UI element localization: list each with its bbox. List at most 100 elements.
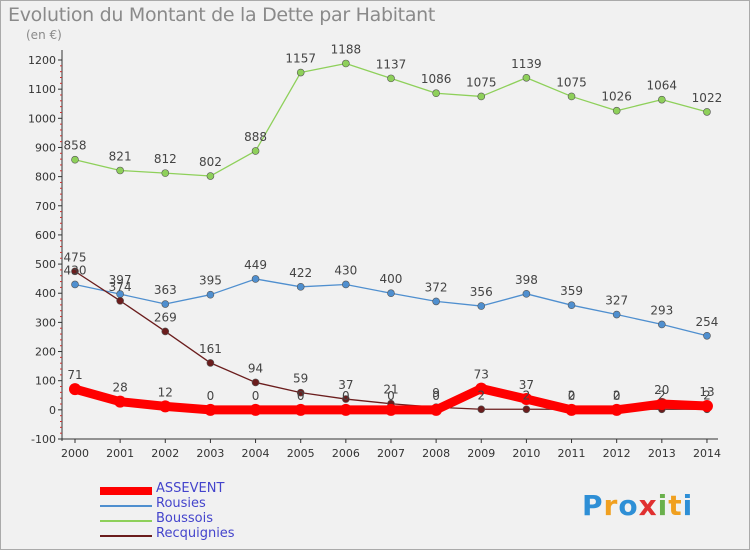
data-label-recquignies: 94	[248, 361, 263, 375]
plot-area	[62, 50, 718, 439]
data-point-rousies	[71, 280, 79, 289]
data-label-rousies: 359	[560, 284, 583, 298]
data-label-assevent: 71	[67, 368, 82, 382]
data-label-rousies: 363	[154, 283, 177, 297]
legend-swatch	[100, 505, 152, 507]
data-point-boussois	[206, 172, 215, 180]
data-label-boussois: 858	[64, 139, 87, 153]
data-point-rousies	[658, 320, 666, 329]
data-point-rousies	[612, 310, 621, 319]
data-label-recquignies: 37	[338, 378, 353, 392]
logo-letter: t	[668, 489, 683, 522]
y-tick-label: 0	[49, 404, 56, 417]
data-label-recquignies: 374	[109, 280, 132, 294]
data-label-recquignies: 2	[523, 388, 531, 402]
legend-label: ASSEVENT	[156, 481, 225, 496]
data-label-recquignies: 161	[199, 342, 222, 356]
y-tick-label: 400	[35, 287, 56, 300]
data-label-rousies: 398	[515, 273, 538, 287]
y-tick-label: 700	[35, 200, 56, 213]
data-label-boussois: 888	[244, 130, 267, 144]
x-tick-label: 2014	[693, 447, 721, 460]
data-label-boussois: 1026	[601, 90, 632, 104]
data-point-boussois	[432, 89, 440, 98]
y-tick-label: 1000	[28, 112, 56, 125]
data-label-recquignies: 2	[703, 388, 711, 402]
x-tick-label: 2013	[648, 447, 676, 460]
data-label-rousies: 356	[470, 285, 493, 299]
chart-unit: (en €)	[26, 28, 62, 42]
data-label-recquignies: 59	[293, 372, 308, 386]
data-point-recquignies	[206, 359, 215, 367]
data-point-boussois	[161, 169, 170, 177]
data-label-rousies: 430	[64, 263, 87, 277]
data-point-rousies	[342, 280, 350, 289]
data-label-assevent: 37	[519, 378, 534, 392]
data-label-assevent: 12	[158, 385, 173, 399]
data-label-rousies: 395	[199, 274, 222, 288]
x-tick-label: 2007	[377, 447, 405, 460]
data-point-boussois	[658, 95, 666, 104]
data-point-recquignies	[116, 297, 124, 305]
data-point-rousies	[432, 297, 440, 306]
legend-swatch	[100, 487, 152, 495]
data-point-recquignies	[251, 378, 260, 387]
data-label-assevent: 73	[474, 368, 489, 382]
data-point-boussois	[612, 106, 621, 115]
data-point-assevent	[159, 400, 172, 413]
data-point-rousies	[477, 302, 486, 310]
data-label-boussois: 1064	[647, 79, 678, 93]
data-label-rousies: 400	[380, 272, 403, 286]
data-point-recquignies	[522, 405, 531, 414]
data-point-assevent	[700, 400, 713, 413]
data-label-assevent: 28	[112, 381, 127, 395]
y-tick-label: 100	[35, 375, 56, 388]
x-tick-label: 2006	[332, 447, 360, 460]
data-point-rousies	[703, 331, 711, 340]
data-label-boussois: 1086	[421, 72, 452, 86]
data-label-assevent: 0	[297, 389, 305, 403]
data-label-recquignies: 21	[383, 383, 398, 397]
data-label-recquignies: 2	[477, 388, 485, 402]
data-label-boussois: 1075	[466, 75, 497, 89]
y-tick-label: 1100	[28, 83, 56, 96]
x-tick-label: 2011	[558, 447, 586, 460]
data-label-boussois: 802	[199, 155, 222, 169]
x-tick-label: 2010	[512, 447, 540, 460]
data-point-boussois	[116, 166, 124, 175]
y-tick-label: -100	[31, 433, 56, 446]
y-tick-label: 200	[35, 346, 56, 359]
x-tick-label: 2001	[106, 447, 134, 460]
x-tick-label: 2009	[467, 447, 495, 460]
data-point-recquignies	[71, 267, 79, 276]
data-point-rousies	[522, 290, 531, 298]
data-point-assevent	[249, 403, 262, 416]
data-point-rousies	[567, 301, 576, 309]
data-label-assevent: 0	[207, 389, 215, 403]
data-label-rousies: 449	[244, 258, 267, 272]
data-label-assevent: 0	[613, 389, 621, 403]
legend-swatch	[100, 520, 152, 522]
data-point-assevent	[475, 382, 488, 395]
data-point-boussois	[71, 155, 79, 164]
data-point-assevent	[610, 403, 623, 416]
data-point-boussois	[703, 108, 711, 116]
y-tick-label: 500	[35, 258, 56, 271]
chart-title: Evolution du Montant de la Dette par Hab…	[8, 4, 436, 26]
data-point-rousies	[387, 289, 395, 298]
data-point-boussois	[477, 92, 486, 101]
data-label-boussois: 812	[154, 152, 177, 166]
data-label-rousies: 254	[696, 315, 719, 329]
data-point-rousies	[206, 290, 215, 299]
data-label-rousies: 327	[605, 294, 628, 308]
data-point-boussois	[251, 147, 260, 155]
x-tick-label: 2005	[287, 447, 315, 460]
x-tick-label: 2000	[61, 447, 89, 460]
logo-letter: i	[682, 489, 694, 522]
data-label-assevent: 0	[387, 389, 395, 403]
data-point-assevent	[114, 395, 127, 408]
data-label-assevent: 0	[252, 389, 260, 403]
data-point-boussois	[342, 59, 350, 68]
data-label-assevent: 0	[342, 389, 350, 403]
